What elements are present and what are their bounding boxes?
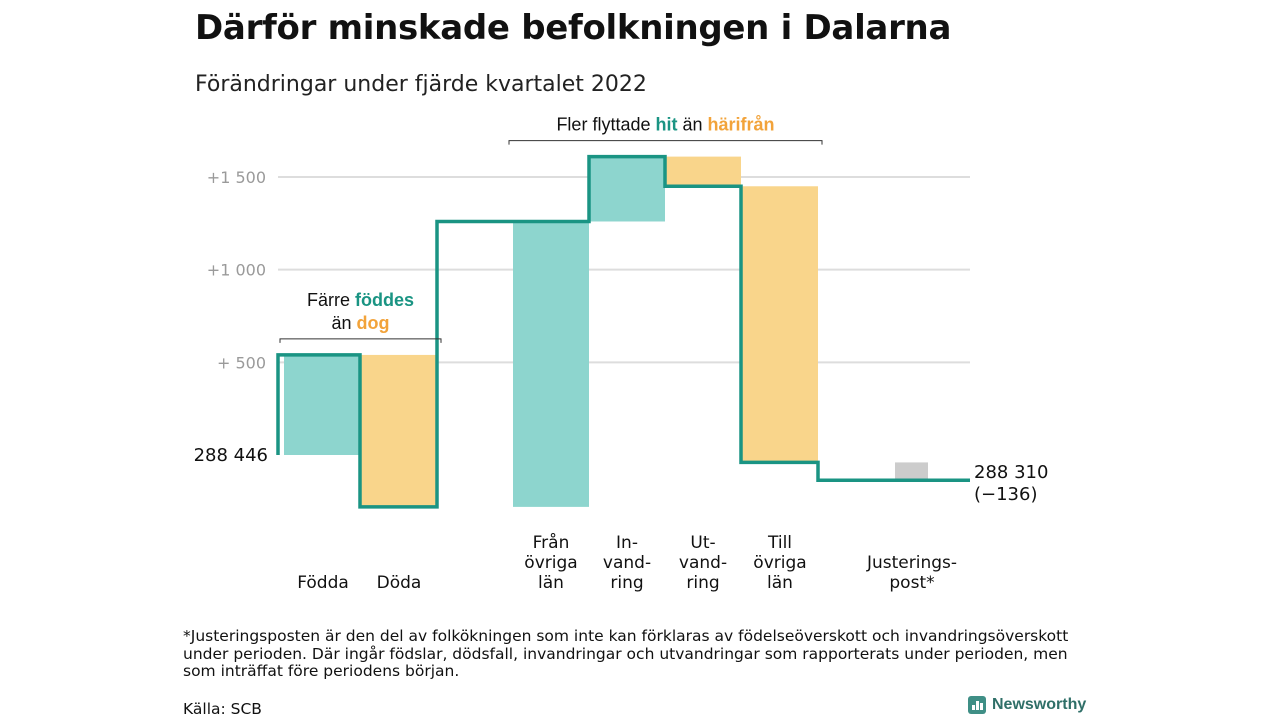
chart-title: Därför minskade befolkningen i Dalarna bbox=[195, 8, 952, 48]
category-label: ring bbox=[610, 573, 643, 593]
category-label: län bbox=[767, 573, 793, 593]
category-label: Ut- bbox=[690, 533, 715, 553]
bar bbox=[665, 156, 741, 187]
annotation-bracket bbox=[279, 338, 442, 343]
bar bbox=[742, 186, 818, 463]
waterfall-chart: + 500 +1 000 +1 500 288 446 288 310(−136) Föd… bbox=[194, 115, 1049, 593]
category-label: Justerings- bbox=[866, 553, 957, 573]
end-value-label: 288 310 bbox=[974, 462, 1048, 483]
y-tick-label: +1 000 bbox=[207, 261, 266, 280]
category-label: ring bbox=[686, 573, 719, 593]
newsworthy-logo-icon bbox=[968, 696, 986, 714]
bar bbox=[513, 221, 589, 507]
category-label: Från bbox=[533, 532, 570, 553]
annotation-text: än dog bbox=[331, 313, 389, 333]
category-label: län bbox=[538, 573, 564, 593]
annotation-bracket bbox=[508, 140, 823, 145]
annotation-text: Färre föddes bbox=[307, 290, 414, 310]
bar bbox=[895, 462, 928, 481]
category-label: vand- bbox=[603, 553, 651, 573]
category-label: Till bbox=[767, 533, 792, 553]
category-label: post* bbox=[889, 573, 934, 593]
bar bbox=[361, 354, 437, 507]
end-change-label: (−136) bbox=[974, 484, 1037, 505]
source-label: Källa: SCB bbox=[183, 700, 262, 718]
category-label: Döda bbox=[377, 573, 422, 593]
category-label: vand- bbox=[679, 553, 727, 573]
chart-subtitle: Förändringar under fjärde kvartalet 2022 bbox=[195, 72, 647, 97]
category-label: In- bbox=[616, 533, 638, 553]
y-tick-label: + 500 bbox=[217, 353, 266, 372]
bar bbox=[589, 156, 665, 222]
brand-logo: Newsworthy bbox=[968, 696, 1086, 714]
footnote: *Justeringsposten är den del av folkökni… bbox=[183, 627, 1069, 680]
category-label: övriga bbox=[753, 553, 806, 573]
brand-name: Newsworthy bbox=[992, 696, 1087, 713]
start-value-label: 288 446 bbox=[194, 445, 268, 466]
bar bbox=[284, 354, 361, 455]
annotation-text: Fler flyttade hit än härifrån bbox=[556, 115, 774, 135]
cumulative-line bbox=[276, 154, 970, 509]
category-label: Födda bbox=[297, 573, 349, 593]
y-tick-label: +1 500 bbox=[207, 168, 266, 187]
category-label: övriga bbox=[524, 553, 577, 573]
